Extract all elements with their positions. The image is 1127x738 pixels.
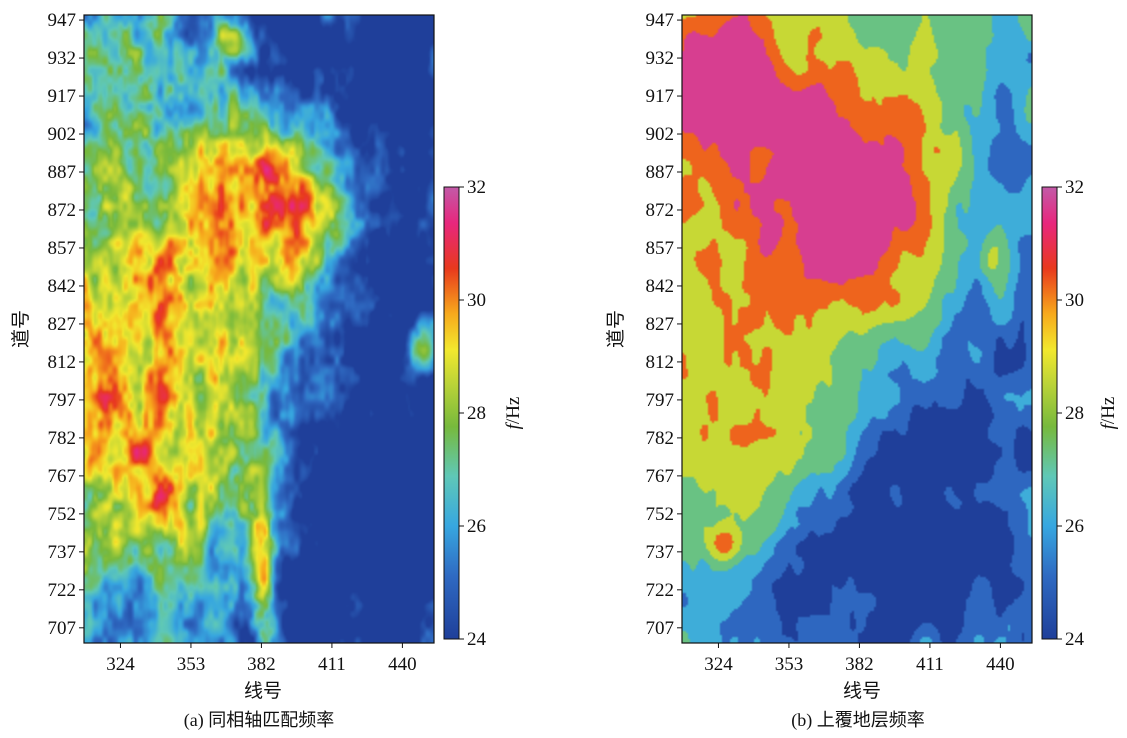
y-tick-label: 737 xyxy=(646,542,675,563)
colorbar-tick-label: 28 xyxy=(467,403,486,424)
panel-a: 947 932 917 902 887 872 857 842 827 812 797 782 767 7… xyxy=(10,10,524,731)
y-tick-label: 722 xyxy=(646,580,675,601)
colorbar-tick-label: 26 xyxy=(467,516,486,537)
y-tick-label: 782 xyxy=(646,428,675,449)
y-tick-label: 767 xyxy=(646,466,675,487)
colorbar-b xyxy=(1041,186,1058,640)
y-tick-label: 887 xyxy=(646,162,675,183)
panel-b: 947 932 917 902 887 872 857 842 827 812 797 782 767 7… xyxy=(605,10,1119,731)
y-tick-label: 917 xyxy=(646,86,675,107)
y-tick-label: 782 xyxy=(48,428,77,449)
y-tick-label: 887 xyxy=(48,162,77,183)
colorbar-label-italic-b: f xyxy=(1098,421,1119,429)
x-ticks-a: 324 353 382 411 440 xyxy=(106,643,417,675)
colorbar-label-a: f/Hz xyxy=(503,397,524,430)
y-tick-label: 947 xyxy=(646,10,675,31)
y-tick-label: 767 xyxy=(48,466,77,487)
x-tick-label: 382 xyxy=(845,654,874,675)
colorbar-label-unit-a: /Hz xyxy=(503,397,524,424)
x-tick-label: 353 xyxy=(177,654,206,675)
x-tick-label: 411 xyxy=(916,654,944,675)
x-tick-label: 440 xyxy=(986,654,1015,675)
colorbar-tick-label: 32 xyxy=(1065,177,1084,198)
y-tick-label: 707 xyxy=(48,618,77,639)
y-ticks-a: 947 932 917 902 887 872 857 842 827 812 797 782 767 7… xyxy=(48,10,84,639)
y-tick-label: 872 xyxy=(48,200,77,221)
x-axis-label-b: 线号 xyxy=(843,680,881,702)
x-tick-label: 324 xyxy=(106,654,135,675)
y-tick-label: 797 xyxy=(48,390,77,411)
y-tick-label: 722 xyxy=(48,580,77,601)
colorbar-tick-label: 30 xyxy=(1065,290,1084,311)
colorbar-tick-label: 32 xyxy=(467,177,486,198)
colorbar-ticks-b: 32 30 28 26 24 xyxy=(1057,177,1085,650)
colorbar-tick-label: 28 xyxy=(1065,403,1084,424)
y-axis-label-a: 道号 xyxy=(10,310,32,348)
x-tick-label: 440 xyxy=(388,654,417,675)
x-tick-label: 411 xyxy=(318,654,346,675)
y-tick-label: 752 xyxy=(646,504,675,525)
y-tick-label: 932 xyxy=(646,48,675,69)
y-tick-label: 827 xyxy=(646,314,675,335)
y-tick-label: 932 xyxy=(48,48,77,69)
heatmap-b xyxy=(682,15,1032,643)
y-tick-label: 827 xyxy=(48,314,77,335)
y-tick-label: 857 xyxy=(646,238,675,259)
plot-frame-a xyxy=(83,14,435,644)
colorbar-tick-label: 30 xyxy=(467,290,486,311)
plot-frame-b xyxy=(681,14,1033,644)
y-tick-label: 752 xyxy=(48,504,77,525)
caption-b: (b) 上覆地层频率 xyxy=(791,710,925,731)
y-tick-label: 812 xyxy=(48,352,77,373)
x-tick-label: 353 xyxy=(775,654,804,675)
y-tick-label: 902 xyxy=(646,124,675,145)
heatmap-a xyxy=(84,15,434,643)
y-tick-label: 737 xyxy=(48,542,77,563)
y-tick-label: 947 xyxy=(48,10,77,31)
colorbar-label-italic-a: f xyxy=(503,421,524,429)
y-tick-label: 842 xyxy=(646,276,675,297)
y-tick-label: 797 xyxy=(646,390,675,411)
colorbar-tick-label: 26 xyxy=(1065,516,1084,537)
caption-a: (a) 同相轴匹配频率 xyxy=(184,710,334,731)
y-tick-label: 812 xyxy=(646,352,675,373)
colorbar-ticks-a: 32 30 28 26 24 xyxy=(459,177,487,650)
x-axis-label-a: 线号 xyxy=(244,680,282,702)
colorbar-a xyxy=(443,186,460,640)
y-tick-label: 917 xyxy=(48,86,77,107)
x-tick-label: 324 xyxy=(704,654,733,675)
colorbar-tick-label: 24 xyxy=(1065,629,1085,650)
colorbar-tick-label: 24 xyxy=(467,629,487,650)
y-tick-label: 857 xyxy=(48,238,77,259)
y-tick-label: 707 xyxy=(646,618,675,639)
x-tick-label: 382 xyxy=(247,654,276,675)
colorbar-label-unit-b: /Hz xyxy=(1098,397,1119,424)
y-ticks-b: 947 932 917 902 887 872 857 842 827 812 797 782 767 7… xyxy=(646,10,682,639)
y-axis-label-b: 道号 xyxy=(605,310,627,348)
y-tick-label: 902 xyxy=(48,124,77,145)
y-tick-label: 842 xyxy=(48,276,77,297)
y-tick-label: 872 xyxy=(646,200,675,221)
colorbar-label-b: f/Hz xyxy=(1098,397,1119,430)
x-ticks-b: 324 353 382 411 440 xyxy=(704,643,1015,675)
